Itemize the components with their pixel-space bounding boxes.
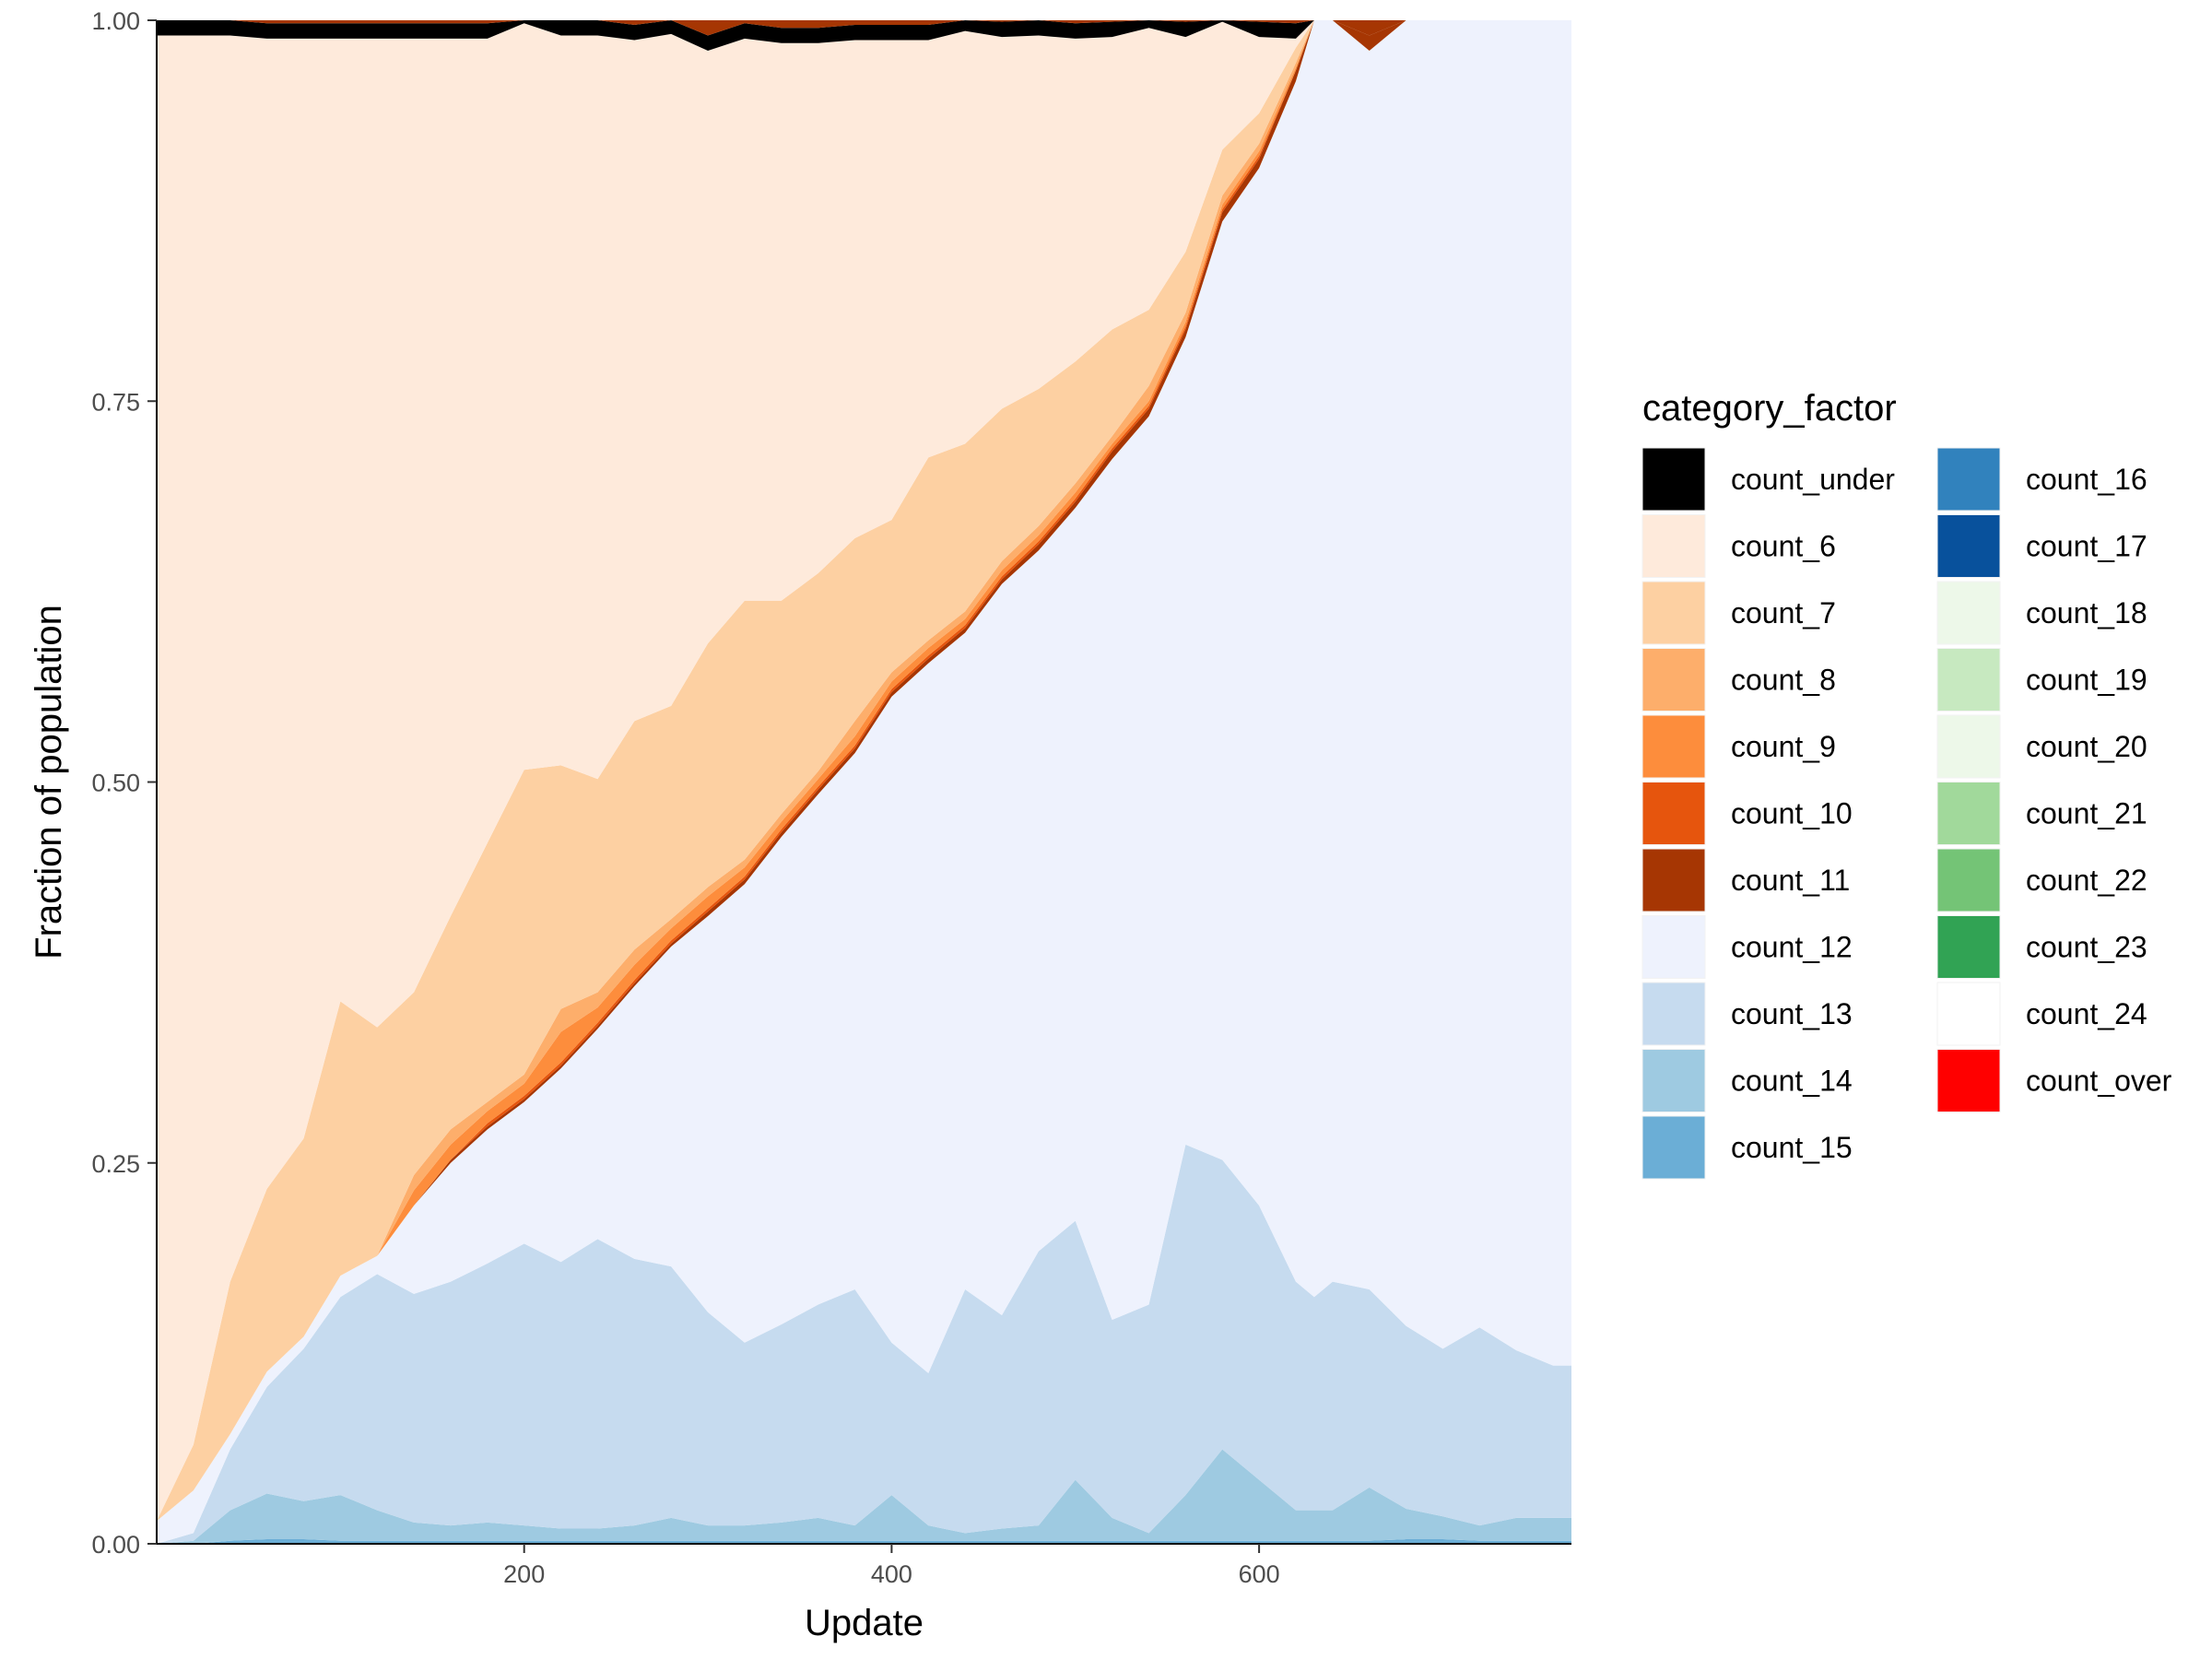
legend-key-count-13 — [1641, 982, 1706, 1046]
legend-label-count-6: count_6 — [1731, 530, 1836, 563]
area-count-11-remainder — [157, 20, 1571, 36]
legend-key-count-24 — [1936, 982, 2001, 1046]
legend-label-count-16: count_16 — [2026, 463, 2147, 496]
legend-label-count-20: count_20 — [2026, 730, 2147, 763]
legend-key-count-23 — [1936, 915, 2001, 979]
legend-label-count-23: count_23 — [2026, 931, 2147, 964]
legend-key-count-17 — [1936, 514, 2001, 578]
legend: category_factor count_under count_6 count_… — [1641, 388, 2172, 1180]
legend-label-count-17: count_17 — [2026, 530, 2147, 563]
x-axis-title: Update — [805, 1603, 924, 1643]
y-tick-label: 1.00 — [91, 7, 140, 35]
legend-key-count-6 — [1641, 514, 1706, 578]
legend-key-count-10 — [1641, 782, 1706, 845]
legend-key-count-16 — [1936, 447, 2001, 512]
area-count-13 — [157, 1144, 1571, 1544]
legend-label-count-7: count_7 — [1731, 596, 1836, 629]
legend-label-count-22: count_22 — [2026, 864, 2147, 897]
area-count-12 — [157, 20, 1571, 1544]
legend-key-count-15 — [1641, 1115, 1706, 1180]
area-count-6 — [157, 20, 1571, 1522]
x-tick-label: 200 — [503, 1560, 545, 1588]
legend-key-count-22 — [1936, 848, 2001, 912]
legend-label-count-8: count_8 — [1731, 664, 1836, 697]
legend-label-count-21: count_21 — [2026, 797, 2147, 830]
area-count-under — [157, 20, 1571, 52]
legend-label-count-15: count_15 — [1731, 1131, 1853, 1164]
legend-label-count-13: count_13 — [1731, 997, 1853, 1030]
legend-label-count-9: count_9 — [1731, 730, 1836, 763]
area-count-15 — [157, 1539, 1571, 1544]
axes: 0.00 0.25 0.50 0.75 1.00 200 400 600 — [91, 7, 1571, 1588]
legend-key-count-under — [1641, 447, 1706, 512]
legend-label-count-12: count_12 — [1731, 931, 1853, 964]
y-tick-label: 0.00 — [91, 1531, 140, 1559]
legend-label-count-14: count_14 — [1731, 1065, 1853, 1098]
legend-key-count-7 — [1641, 581, 1706, 645]
legend-label-count-11: count_11 — [1731, 864, 1850, 897]
legend-key-count-11 — [1641, 848, 1706, 912]
legend-label-count-19: count_19 — [2026, 664, 2147, 697]
plot-areas — [157, 20, 1571, 1544]
legend-key-count-14 — [1641, 1049, 1706, 1112]
legend-key-count-12 — [1641, 915, 1706, 979]
y-tick-label: 0.25 — [91, 1150, 140, 1178]
legend-label-count-10: count_10 — [1731, 797, 1853, 830]
legend-label-count-over: count_over — [2026, 1065, 2172, 1098]
legend-key-count-20 — [1936, 714, 2001, 779]
x-tick-label: 600 — [1239, 1560, 1280, 1588]
legend-key-count-over — [1936, 1049, 2001, 1112]
legend-key-count-8 — [1641, 648, 1706, 712]
y-tick-label: 0.50 — [91, 770, 140, 797]
y-tick-label: 0.75 — [91, 388, 140, 416]
area-count-14 — [157, 1449, 1571, 1544]
legend-key-count-18 — [1936, 581, 2001, 645]
legend-label-count-24: count_24 — [2026, 997, 2147, 1030]
legend-label-count-18: count_18 — [2026, 596, 2147, 629]
legend-label-count-under: count_under — [1731, 463, 1895, 496]
x-tick-label: 400 — [871, 1560, 912, 1588]
legend-key-count-19 — [1936, 648, 2001, 712]
legend-title: category_factor — [1642, 388, 1897, 429]
legend-key-count-21 — [1936, 782, 2001, 845]
legend-key-count-9 — [1641, 714, 1706, 779]
y-axis-title: Fraction of population — [29, 605, 69, 959]
